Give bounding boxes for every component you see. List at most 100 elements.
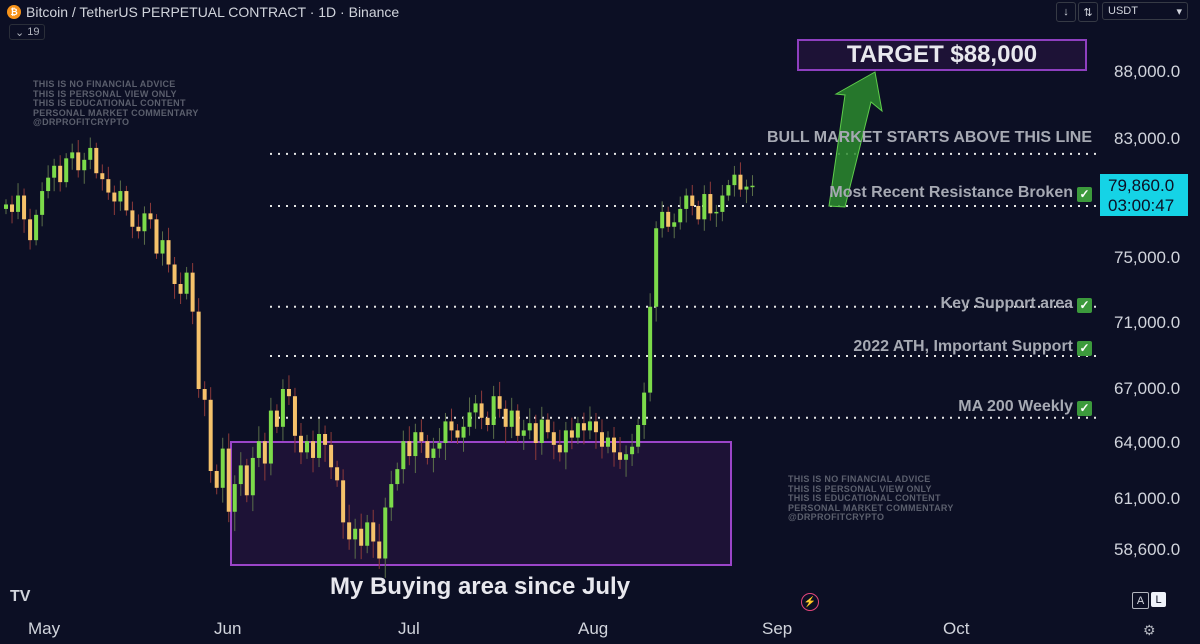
chart-title: Bitcoin / TetherUS PERPETUAL CONTRACT · …	[26, 4, 400, 20]
candle-body	[226, 448, 231, 512]
candle-body	[702, 194, 707, 220]
candle-body	[618, 452, 623, 460]
candle-body	[666, 211, 671, 227]
sort-button[interactable]: ⇅	[1078, 2, 1098, 22]
candle-body	[575, 423, 580, 438]
candle-body	[551, 432, 556, 445]
candle-body	[503, 408, 508, 427]
horizontal-levels	[270, 152, 1098, 419]
candle-body	[678, 208, 683, 223]
disclaimer-bottom: THIS IS NO FINANCIAL ADVICE THIS IS PERS…	[788, 474, 954, 522]
candle-body	[425, 441, 430, 458]
x-tick-jul: Jul	[398, 619, 420, 638]
candle-body	[521, 430, 526, 436]
resistance-text: Most Recent Resistance Broken	[829, 184, 1073, 201]
buying-area-label: My Buying area since July	[329, 573, 631, 600]
candle-body	[437, 443, 442, 449]
bitcoin-icon: ₿	[7, 5, 21, 19]
candle-body	[154, 219, 159, 254]
candle-body	[395, 469, 400, 485]
candle-body	[329, 444, 334, 468]
candle-body	[4, 204, 8, 209]
candle-body	[461, 426, 466, 438]
candle-body	[220, 448, 225, 488]
auto-scale-button[interactable]: A	[1132, 592, 1149, 609]
candle-body	[142, 213, 147, 232]
x-tick-oct: Oct	[943, 619, 970, 638]
candle-body	[612, 437, 617, 453]
candle-body	[82, 159, 87, 171]
candle-body	[94, 147, 99, 174]
ath-support-label: 2022 ATH, Important Support ✓	[853, 338, 1092, 356]
candle-body	[515, 410, 520, 436]
tradingview-logo[interactable]: TV	[10, 588, 31, 605]
candle-body	[124, 191, 129, 211]
candle-body	[130, 210, 135, 227]
log-scale-button[interactable]: L	[1151, 592, 1166, 607]
candle-body	[118, 191, 123, 202]
bar-countdown: 03:00:47	[1108, 196, 1175, 215]
candle-body	[720, 195, 725, 212]
candle-body	[714, 211, 719, 214]
candle-body	[353, 528, 358, 540]
candle-body	[317, 434, 322, 458]
x-tick-may: May	[28, 619, 61, 638]
candle-body	[305, 441, 309, 453]
candle-body	[214, 471, 219, 488]
resistance-label: Most Recent Resistance Broken ✓	[829, 184, 1092, 202]
candle-body	[624, 454, 629, 460]
candle-body	[545, 419, 550, 433]
candle-body	[599, 432, 604, 447]
candle-body	[262, 441, 267, 464]
candle-body	[166, 240, 171, 265]
x-tick-jun: Jun	[214, 619, 242, 638]
indicator-badge[interactable]: ⌄ 19	[9, 24, 46, 40]
target-box: TARGET $88,000	[797, 39, 1087, 71]
candle-body	[467, 412, 472, 427]
candle-body	[431, 448, 436, 458]
candle-body	[286, 389, 291, 397]
candle-body	[341, 480, 346, 523]
candle-body	[298, 435, 303, 453]
candle-body	[244, 465, 249, 496]
candle-body	[738, 174, 743, 190]
settings-icon[interactable]: ⚙	[1143, 622, 1156, 638]
ath-support-text: 2022 ATH, Important Support	[853, 338, 1073, 355]
candle-body	[184, 272, 189, 294]
candle-body	[726, 185, 731, 196]
candle-body	[744, 186, 749, 190]
current-price-value: 79,860.0	[1108, 176, 1175, 195]
candle-body	[636, 425, 641, 447]
candle-body	[40, 191, 45, 215]
download-icon: ↓	[1063, 6, 1069, 18]
candle-body	[684, 195, 689, 209]
price-chart[interactable]	[0, 0, 1100, 612]
candle-body	[557, 444, 562, 453]
x-tick-aug: Aug	[578, 619, 609, 638]
candle-body	[52, 165, 57, 178]
download-button[interactable]: ↓	[1056, 2, 1076, 22]
candle-body	[323, 434, 328, 445]
candle-body	[648, 306, 653, 393]
candle-body	[533, 423, 538, 443]
candle-body	[593, 421, 598, 433]
candle-body	[238, 465, 243, 485]
check-icon: ✓	[1077, 187, 1092, 202]
key-support-text: Key Support area	[940, 295, 1073, 312]
flash-icon[interactable]: ⚡	[801, 593, 819, 611]
candle-body	[606, 437, 610, 447]
check-icon: ✓	[1077, 298, 1092, 313]
indicator-count: 19	[27, 26, 40, 38]
candle-body	[732, 174, 737, 186]
candle-body	[148, 213, 153, 220]
candle-body	[274, 410, 279, 427]
candle-body	[10, 204, 15, 212]
candle-body	[696, 205, 701, 220]
candle-body	[280, 389, 285, 427]
currency-select[interactable]: USDT ▾	[1102, 2, 1188, 20]
candle-body	[509, 410, 514, 427]
candle-body	[383, 507, 388, 559]
candle-body	[377, 541, 382, 559]
candle-body	[359, 528, 364, 546]
candle-body	[413, 432, 418, 457]
